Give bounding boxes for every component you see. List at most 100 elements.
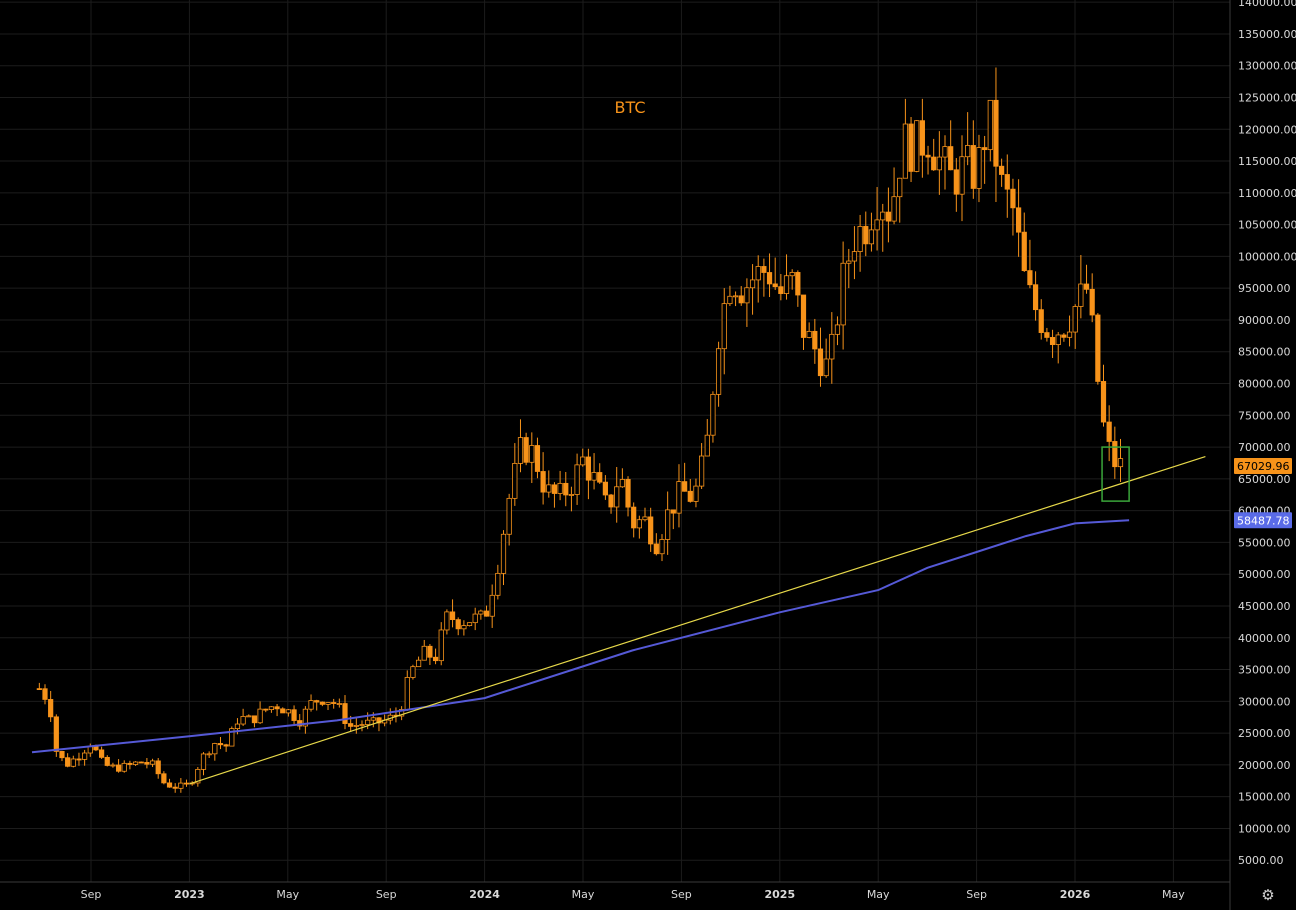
candle-body: [172, 786, 178, 789]
last-price-badge-bg: [1234, 457, 1292, 474]
candle-body: [206, 753, 212, 756]
candle-body: [551, 484, 558, 494]
candle-body: [857, 226, 863, 252]
candle-body: [1015, 207, 1022, 233]
candle-body: [682, 481, 688, 492]
settings-gear-icon[interactable]: ⚙: [1261, 886, 1275, 904]
candle-body: [223, 744, 229, 747]
candle-body: [789, 272, 795, 277]
y-tick-label: 90000.00: [1238, 314, 1291, 327]
candle-body: [936, 156, 942, 171]
candle-body: [540, 471, 546, 493]
candle-body: [778, 286, 784, 294]
candle-body: [500, 533, 507, 574]
candle-body: [783, 275, 790, 294]
candle-body: [908, 123, 914, 172]
candle-body: [699, 455, 705, 487]
candle-body: [795, 272, 801, 296]
candle-body: [1038, 309, 1044, 333]
candle-body: [942, 146, 948, 158]
chart-title: BTC: [615, 98, 646, 117]
candle-body: [959, 156, 965, 195]
candle-body: [902, 123, 908, 179]
x-tick-label: May: [276, 888, 299, 901]
candle-body: [659, 539, 665, 555]
x-tick-label: 2025: [764, 888, 795, 901]
candle-body: [982, 147, 988, 151]
candle-body: [965, 145, 971, 158]
candle-body: [517, 437, 524, 464]
candle-body: [993, 99, 999, 167]
candle-body: [257, 708, 263, 724]
candle-body: [268, 706, 275, 711]
y-tick-label: 110000.00: [1238, 187, 1296, 200]
candle-body: [880, 211, 886, 221]
candle-body: [715, 348, 722, 395]
candle-body: [1083, 283, 1090, 290]
candle-body: [489, 594, 495, 617]
grid: [0, 0, 1231, 910]
candle-body: [472, 613, 478, 624]
y-tick-label: 135000.00: [1238, 28, 1296, 41]
candle-body: [263, 708, 269, 711]
candle-body: [1032, 284, 1039, 311]
candle-body: [308, 700, 314, 710]
candle-body: [104, 756, 110, 766]
candle-body: [1049, 337, 1056, 346]
candle-body: [195, 769, 201, 784]
candle-body: [608, 494, 614, 508]
candle-body: [766, 272, 773, 285]
candle-body: [529, 445, 535, 463]
candle-body: [931, 156, 937, 171]
candle-body: [744, 287, 750, 304]
candle-body: [710, 393, 716, 436]
candle-body: [1021, 231, 1027, 272]
moving-average-badge: 58487.78: [1234, 512, 1292, 529]
x-tick-label: Sep: [966, 888, 987, 901]
time-axis[interactable]: Sep 2023 May Sep 2024 May Sep 2025 May Sep 2026 May: [81, 888, 1186, 901]
candle-body: [506, 497, 512, 535]
candle-body: [82, 752, 88, 760]
candle-body: [563, 482, 569, 496]
y-tick-label: 140000.00: [1238, 0, 1296, 9]
candle-body: [149, 760, 156, 765]
candle-body: [183, 782, 190, 785]
x-tick-label: May: [1162, 888, 1185, 901]
price-axis[interactable]: 5000.00 10000.00 15000.00 20000.00 25000.00 3…: [1234, 0, 1296, 867]
candle-body: [885, 211, 892, 222]
candle-body: [70, 758, 76, 767]
candle-body: [800, 294, 807, 338]
x-tick-label: Sep: [671, 888, 692, 901]
moving-average-badge-text: 58487.78: [1237, 514, 1290, 527]
candle-body: [331, 702, 337, 704]
candle-body: [410, 666, 416, 678]
last-price-badge-text: 67029.96: [1237, 460, 1290, 473]
candle-body: [863, 226, 869, 245]
candle-body: [1089, 288, 1095, 316]
y-tick-label: 30000.00: [1238, 695, 1291, 708]
candle-body: [427, 645, 433, 658]
candle-body: [602, 481, 608, 496]
candle-body: [693, 485, 699, 502]
candle-body: [755, 266, 761, 281]
candle-body: [840, 262, 846, 326]
candle-body: [829, 333, 835, 360]
candle-body: [132, 761, 139, 765]
candle-body: [319, 701, 325, 705]
candle-body: [636, 519, 642, 529]
candle-body: [614, 486, 620, 508]
y-tick-label: 10000.00: [1238, 822, 1291, 835]
y-tick-label: 55000.00: [1238, 536, 1291, 549]
candle-body: [1066, 331, 1073, 338]
y-tick-label: 75000.00: [1238, 409, 1291, 422]
candle-body: [1106, 421, 1112, 442]
candle-body: [399, 709, 405, 717]
candle-body: [1061, 334, 1067, 338]
candle-body: [455, 619, 461, 630]
y-tick-label: 35000.00: [1238, 664, 1291, 677]
candle-body: [687, 490, 693, 502]
candle-body: [670, 509, 676, 514]
candle-body: [76, 758, 82, 761]
y-tick-label: 70000.00: [1238, 441, 1291, 454]
